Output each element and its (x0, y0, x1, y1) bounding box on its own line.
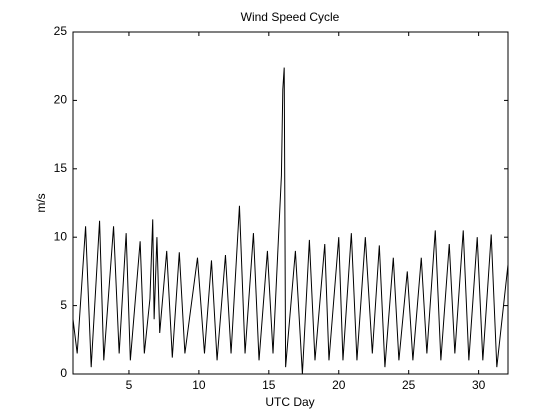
y-tick-label: 5 (60, 298, 67, 312)
y-tick-label: 10 (54, 229, 68, 243)
line (72, 67, 509, 375)
x-tick-label: 10 (192, 378, 206, 392)
x-tick-label: 20 (332, 378, 346, 392)
axes-box (72, 31, 509, 375)
x-axis-label: UTC Day (265, 395, 314, 409)
y-tick-label: 25 (54, 24, 68, 38)
x-tick-label: 25 (402, 378, 416, 392)
x-tick-label: 15 (262, 378, 276, 392)
chart-title: Wind Speed Cycle (241, 10, 340, 24)
y-tick-label: 15 (54, 161, 68, 175)
y-axis-label: m/s (34, 193, 48, 212)
x-tick-label: 5 (126, 378, 133, 392)
x-tick-label: 30 (472, 378, 486, 392)
y-tick-label: 0 (60, 366, 67, 380)
y-tick-label: 20 (54, 93, 68, 107)
